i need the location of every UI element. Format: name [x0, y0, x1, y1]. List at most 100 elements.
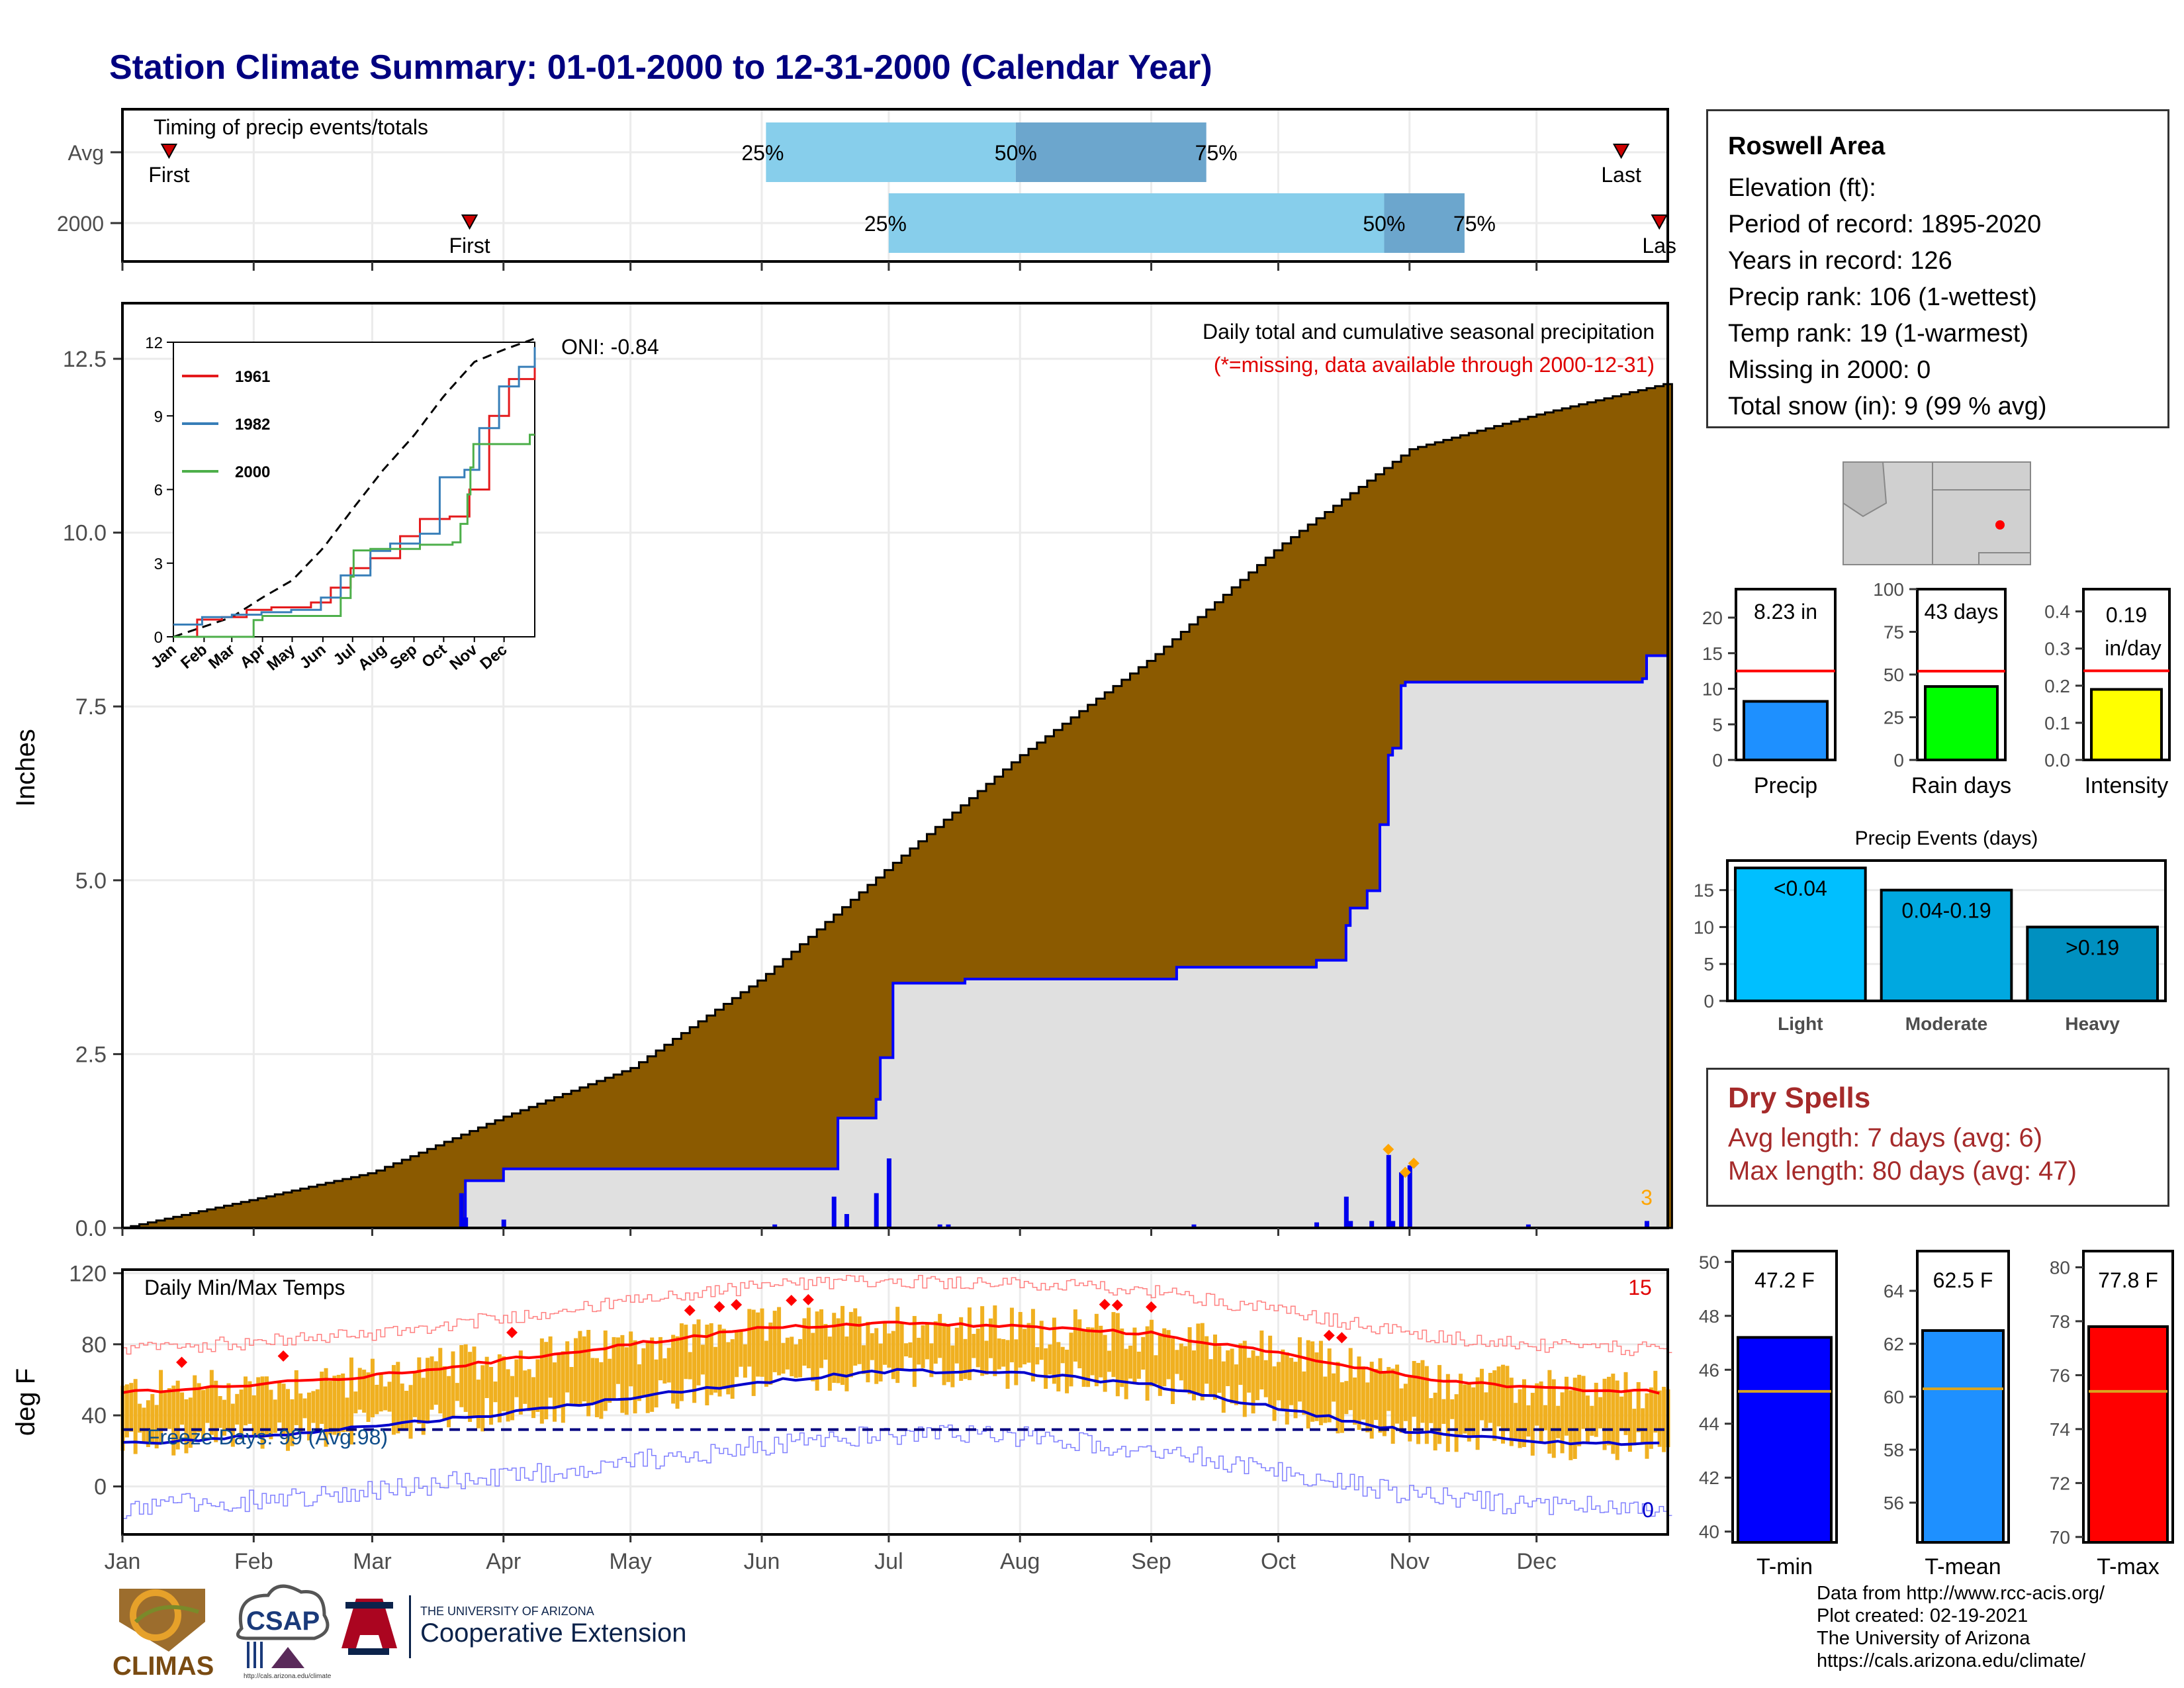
- events-frame: [1726, 859, 2167, 1002]
- daily-temp-bar: [379, 1374, 383, 1412]
- daily-temp-bar: [1602, 1378, 1607, 1450]
- daily-temp-bar: [1306, 1340, 1310, 1429]
- daily-temp-bar: [146, 1400, 150, 1448]
- cum-ytick-label: 12.5: [63, 347, 107, 372]
- daily-temp-bar: [912, 1316, 917, 1387]
- daily-temp-bar: [1348, 1348, 1353, 1411]
- month-label: Apr: [486, 1549, 521, 1574]
- daily-temp-bar: [214, 1380, 218, 1442]
- month-label: May: [610, 1549, 652, 1574]
- daily-temp-bar: [603, 1330, 608, 1411]
- daily-precip-bar: [1348, 1221, 1353, 1228]
- csap-text: CSAP: [246, 1607, 320, 1636]
- daily-temp-bar: [226, 1383, 231, 1431]
- daily-temp-bar: [188, 1397, 193, 1448]
- record-high-marker: [1146, 1301, 1158, 1313]
- daily-temp-bar: [1463, 1384, 1467, 1434]
- daily-temp-bar: [442, 1366, 447, 1419]
- page-title: Station Climate Summary: 01-01-2000 to 1…: [109, 48, 1212, 87]
- daily-temp-bar: [433, 1361, 438, 1405]
- daily-temp-bar: [739, 1331, 743, 1367]
- cum-2000-area: [122, 655, 1668, 1228]
- precip-summary-value: 0.19: [2106, 603, 2147, 627]
- daily-temp-bar: [1459, 1374, 1463, 1435]
- month-label: Aug: [1000, 1549, 1040, 1574]
- daily-temp-bar: [1627, 1391, 1632, 1452]
- cum-ytick-label: 0.0: [75, 1216, 107, 1241]
- daily-temp-bar: [527, 1369, 531, 1411]
- inset-legend-label: 1982: [235, 416, 270, 434]
- daily-temp-bar: [1399, 1388, 1404, 1433]
- daily-temp-bar: [353, 1391, 358, 1414]
- daily-temp-bar: [315, 1389, 320, 1430]
- daily-temp-bar: [1514, 1403, 1518, 1439]
- daily-temp-bar: [138, 1403, 142, 1433]
- temp-summary-ytick-label: 74: [2050, 1419, 2070, 1440]
- temp-summary-ytick-label: 56: [1884, 1493, 1904, 1513]
- daily-temp-bar: [480, 1365, 485, 1432]
- daily-temp-bar: [1107, 1350, 1112, 1372]
- inset-ytick-label: 6: [154, 482, 163, 500]
- month-label: Jun: [744, 1549, 780, 1574]
- daily-temp-bar: [1323, 1376, 1328, 1423]
- cum-subtitle: (*=missing, data available through 2000-…: [1214, 353, 1655, 377]
- daily-temp-bar: [197, 1383, 201, 1432]
- timing-label-75: 75%: [1195, 141, 1238, 165]
- daily-temp-bar: [743, 1344, 747, 1378]
- avg-min-line: [122, 1368, 1660, 1446]
- daily-temp-bar: [1073, 1309, 1077, 1362]
- daily-temp-bar: [848, 1311, 853, 1378]
- daily-temp-bar: [772, 1311, 777, 1372]
- temp-summary-ytick-label: 76: [2050, 1365, 2070, 1385]
- daily-temp-bar: [1416, 1362, 1421, 1444]
- daily-temp-bar: [1340, 1382, 1344, 1433]
- daily-temp-bar: [1611, 1374, 1615, 1454]
- daily-temp-bar: [1289, 1358, 1294, 1405]
- daily-precip-bar: [1369, 1221, 1375, 1228]
- daily-temp-bar: [1226, 1350, 1230, 1387]
- daily-precip-bar: [1390, 1221, 1396, 1228]
- daily-temp-bar: [535, 1359, 540, 1412]
- daily-temp-bar: [624, 1347, 629, 1415]
- daily-temp-bar: [637, 1364, 641, 1401]
- daily-temp-bar: [1522, 1379, 1526, 1447]
- daily-temp-bar: [1662, 1387, 1666, 1452]
- precip-summary-ytick-label: 100: [1873, 579, 1904, 600]
- daily-temp-bar: [565, 1341, 570, 1393]
- daily-temp-bar: [531, 1377, 536, 1419]
- record-high-marker: [802, 1293, 814, 1305]
- daily-temp-bar: [1192, 1350, 1197, 1401]
- daily-temp-bar: [662, 1358, 667, 1384]
- daily-temp-bar: [891, 1331, 895, 1380]
- inset-ytick-label: 12: [145, 334, 163, 352]
- daily-temp-bar: [1657, 1390, 1662, 1447]
- temp-summary-value: 47.2 F: [1754, 1268, 1815, 1292]
- daily-temp-bar: [844, 1336, 849, 1391]
- precip-summary-ytick-label: 75: [1884, 622, 1904, 643]
- record-min-line: [122, 1425, 1672, 1519]
- daily-temp-bar: [1276, 1362, 1281, 1401]
- daily-precip-bar: [1314, 1222, 1320, 1228]
- daily-temp-bar: [954, 1327, 959, 1364]
- daily-temp-bar: [447, 1376, 451, 1428]
- daily-temp-bar: [1488, 1372, 1492, 1423]
- timing-label-75: 75%: [1453, 212, 1496, 236]
- daily-temp-bar: [836, 1318, 841, 1383]
- csap-url: http://cals.arizona.edu/climate: [244, 1673, 332, 1680]
- daily-temp-bar: [781, 1342, 786, 1374]
- daily-temp-bar: [615, 1337, 620, 1384]
- event-category-label: Moderate: [1905, 1013, 1987, 1034]
- daily-temp-bar: [201, 1389, 206, 1439]
- daily-temp-bar: [1099, 1325, 1103, 1378]
- daily-temp-bar: [747, 1309, 752, 1367]
- daily-temp-bar: [1175, 1350, 1179, 1374]
- daily-temp-bar: [404, 1391, 409, 1429]
- daily-temp-bar: [1530, 1393, 1535, 1456]
- daily-temp-bar: [866, 1321, 870, 1383]
- daily-temp-bar: [1263, 1360, 1268, 1397]
- precip-events-panel: Precip Events (days) 0 5 10 15 <0.04 Light 0.04…: [1694, 827, 2167, 1034]
- inset-line-2000: [173, 434, 535, 638]
- university-of-arizona-logo: THE UNIVERSITY OF ARIZONA Cooperative Ex…: [341, 1595, 686, 1658]
- daily-temp-bar: [1387, 1367, 1391, 1411]
- event-bin-label: >0.19: [2066, 935, 2119, 959]
